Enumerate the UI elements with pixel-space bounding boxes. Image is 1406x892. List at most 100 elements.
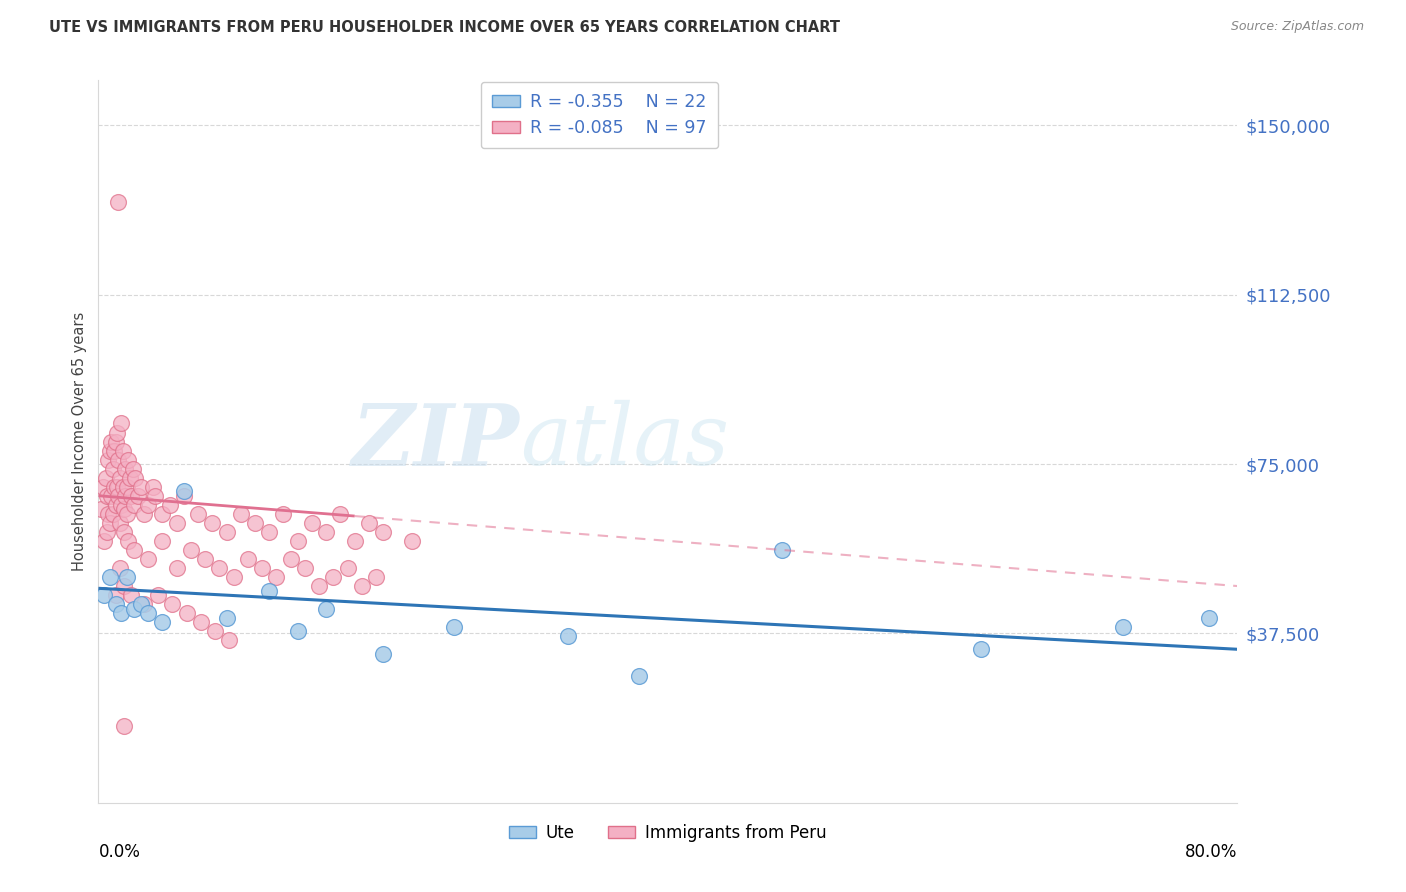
Point	[204, 624, 226, 639]
Text: Source: ZipAtlas.com: Source: ZipAtlas.com	[1230, 20, 1364, 33]
Point	[628, 669, 651, 683]
Point	[97, 452, 120, 467]
Point	[222, 570, 245, 584]
Text: UTE VS IMMIGRANTS FROM PERU HOUSEHOLDER INCOME OVER 65 YEARS CORRELATION CHART: UTE VS IMMIGRANTS FROM PERU HOUSEHOLDER …	[49, 20, 841, 35]
Point	[215, 610, 238, 624]
Point	[970, 642, 993, 657]
Point	[124, 470, 146, 484]
Point	[218, 633, 240, 648]
Point	[243, 516, 266, 530]
Point	[103, 480, 125, 494]
Point	[101, 461, 124, 475]
Point	[104, 597, 127, 611]
Point	[121, 461, 143, 475]
Point	[91, 480, 114, 494]
Point	[1112, 620, 1135, 634]
Point	[350, 579, 373, 593]
Point	[136, 498, 159, 512]
Point	[93, 533, 115, 548]
Point	[201, 516, 224, 530]
Point	[127, 489, 149, 503]
Point	[104, 588, 127, 602]
Point	[114, 461, 136, 475]
Point	[287, 533, 309, 548]
Point	[148, 588, 170, 602]
Point	[1198, 610, 1220, 624]
Point	[250, 561, 273, 575]
Point	[132, 507, 155, 521]
Point	[117, 452, 139, 467]
Point	[110, 606, 132, 620]
Point	[105, 425, 128, 440]
Point	[187, 507, 209, 521]
Point	[159, 498, 181, 512]
Point	[132, 597, 155, 611]
Y-axis label: Householder Income Over 65 years: Householder Income Over 65 years	[72, 312, 87, 571]
Point	[190, 615, 212, 630]
Point	[107, 195, 129, 210]
Point	[104, 434, 127, 449]
Point	[100, 489, 122, 503]
Point	[162, 597, 184, 611]
Text: atlas: atlas	[520, 401, 728, 483]
Point	[112, 579, 135, 593]
Point	[357, 516, 380, 530]
Point	[259, 583, 281, 598]
Point	[112, 524, 135, 539]
Point	[105, 480, 128, 494]
Point	[111, 443, 134, 458]
Text: 80.0%: 80.0%	[1185, 843, 1237, 861]
Point	[294, 561, 316, 575]
Point	[371, 524, 394, 539]
Point	[180, 542, 202, 557]
Point	[112, 502, 135, 516]
Point	[770, 542, 793, 557]
Point	[104, 498, 127, 512]
Point	[115, 507, 138, 521]
Point	[343, 533, 366, 548]
Text: ZIP: ZIP	[352, 400, 520, 483]
Point	[103, 443, 125, 458]
Point	[98, 570, 121, 584]
Point	[176, 606, 198, 620]
Point	[108, 561, 131, 575]
Point	[107, 489, 129, 503]
Point	[152, 507, 174, 521]
Point	[97, 507, 120, 521]
Point	[371, 647, 394, 661]
Point	[136, 552, 159, 566]
Point	[208, 561, 231, 575]
Point	[443, 620, 465, 634]
Point	[280, 552, 302, 566]
Point	[122, 542, 145, 557]
Point	[94, 470, 117, 484]
Point	[173, 489, 195, 503]
Point	[107, 452, 129, 467]
Point	[117, 533, 139, 548]
Point	[96, 489, 118, 503]
Point	[308, 579, 330, 593]
Point	[98, 516, 121, 530]
Point	[98, 443, 121, 458]
Point	[120, 588, 142, 602]
Point	[145, 489, 167, 503]
Point	[322, 570, 344, 584]
Point	[273, 507, 295, 521]
Point	[120, 489, 142, 503]
Point	[114, 489, 136, 503]
Point	[194, 552, 217, 566]
Point	[329, 507, 352, 521]
Point	[215, 524, 238, 539]
Point	[364, 570, 387, 584]
Point	[115, 480, 138, 494]
Point	[557, 629, 579, 643]
Point	[166, 516, 188, 530]
Point	[115, 570, 138, 584]
Point	[301, 516, 323, 530]
Point	[401, 533, 423, 548]
Point	[336, 561, 359, 575]
Point	[122, 498, 145, 512]
Point	[93, 588, 115, 602]
Point	[315, 601, 337, 615]
Point	[122, 601, 145, 615]
